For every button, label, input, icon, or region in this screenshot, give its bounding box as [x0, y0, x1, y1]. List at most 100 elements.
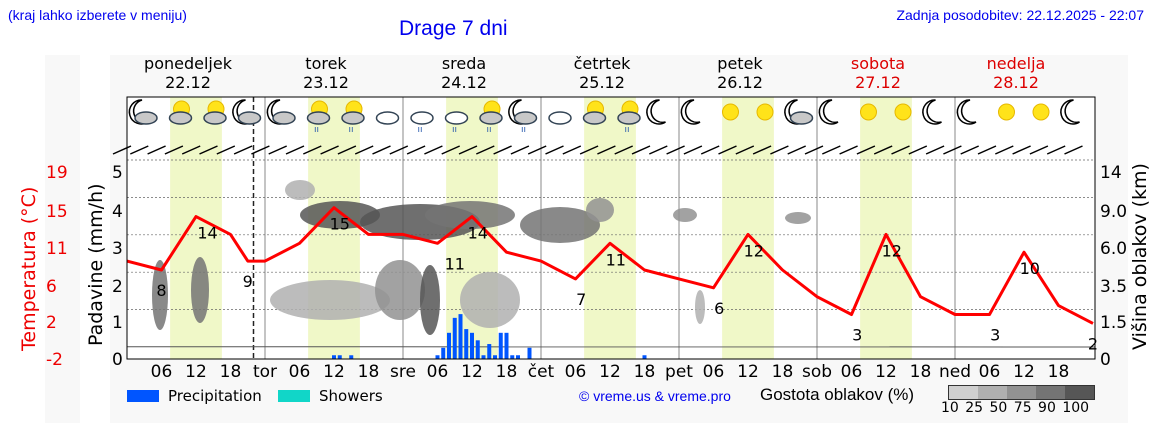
wind-barb-icon: [631, 145, 651, 155]
wind-barb-icon: [666, 145, 685, 155]
x-tick: 12: [323, 362, 345, 382]
showers-legend-label: Showers: [319, 387, 383, 405]
x-tick: 06: [565, 362, 587, 382]
precip-tick: 3: [112, 239, 123, 259]
wind-barb-icon: [700, 145, 720, 155]
wind-barb-icon: [527, 145, 547, 155]
cloud-icon: [513, 111, 538, 125]
wind-barb-icon: [147, 145, 166, 155]
wind-barb-icon: [770, 145, 789, 155]
legend-precipitation: Precipitation: [127, 387, 262, 405]
x-tick: 12: [875, 362, 897, 382]
copyright-link[interactable]: © vreme.us & vreme.pro: [579, 388, 731, 404]
temp-value-label: 7: [576, 290, 586, 309]
cloud-density-area: [285, 180, 315, 200]
temp-axis-panel: [45, 55, 80, 423]
x-tick: 18: [496, 362, 518, 382]
wind-barb-icon: [579, 145, 599, 155]
moon-icon: [646, 99, 666, 125]
x-tick: sre: [390, 362, 416, 382]
x-tick: 18: [772, 362, 794, 382]
wind-barb-icon: [597, 145, 616, 155]
wind-barb-icon: [354, 145, 374, 155]
last-updated: Zadnja posodobitev: 22.12.2025 - 22:07: [896, 7, 1144, 23]
precip-bar: [504, 332, 509, 359]
wind-barb-icon: [873, 145, 893, 155]
x-tick: 12: [1013, 362, 1035, 382]
temp-axis-title: Temperatura (°C): [18, 187, 40, 352]
day-name: petek: [717, 54, 763, 73]
day-date: 26.12: [717, 73, 763, 92]
temp-tick: 11: [46, 239, 68, 259]
x-tick: 12: [185, 362, 207, 382]
x-tick: čet: [528, 362, 555, 382]
precip-bar: [481, 355, 486, 359]
precip-bar: [527, 347, 532, 359]
precip-bar: [452, 317, 457, 359]
temp-tick: -2: [46, 350, 63, 370]
wind-barb-icon: [1029, 145, 1049, 155]
wind-barb-icon: [372, 145, 391, 155]
wind-barb-icon: [337, 145, 357, 155]
wind-barb-icon: [614, 145, 634, 155]
cloud-icon: [444, 111, 469, 125]
rain-icon: ıı: [348, 125, 353, 135]
cloud-icon: [617, 111, 641, 125]
wind-barb-icon: [925, 145, 945, 155]
x-tick: 06: [151, 362, 173, 382]
wind-barb-icon: [164, 145, 184, 155]
cloud-icon: [237, 111, 262, 125]
precip-bar: [458, 314, 463, 359]
x-tick: tor: [253, 362, 277, 382]
wind-barb-icon: [424, 145, 443, 155]
wind-barb-icon: [839, 145, 858, 155]
x-tick: 18: [910, 362, 932, 382]
cloud-icon: [410, 111, 434, 125]
cloud-height-axis-title: Višina oblakov (km): [1129, 163, 1151, 350]
cloud-icon: [341, 111, 365, 125]
cloud-icon: [203, 111, 227, 125]
temp-value-label: 2: [1088, 334, 1098, 353]
cloud-density-area: [460, 272, 520, 328]
wind-barb-icon: [458, 145, 478, 155]
precip-bar: [441, 347, 446, 359]
day-name: torek: [305, 54, 347, 73]
temp-value-label: 12: [882, 241, 902, 260]
precip-tick: 4: [112, 202, 123, 222]
cloud-density-area: [673, 208, 697, 222]
x-tick: 12: [599, 362, 621, 382]
sun-icon: [860, 103, 877, 121]
cloud-density-area: [785, 212, 811, 224]
day-date: 23.12: [303, 73, 349, 92]
cloud-density-area: [420, 265, 440, 335]
rain-icon: ıı: [521, 125, 526, 135]
wind-barb-icon: [994, 145, 1014, 155]
day-name: nedelja: [987, 54, 1046, 73]
wind-barb-icon: [735, 145, 755, 155]
wind-barb-icon: [510, 145, 530, 155]
temp-value-label: 9: [243, 272, 253, 291]
precip-bar: [493, 355, 497, 359]
region-note[interactable]: (kraj lahko izberete v meniju): [8, 7, 187, 23]
cloud-icon: [479, 111, 503, 125]
temp-value-label: 14: [197, 224, 217, 243]
precip-bar: [470, 332, 474, 359]
sun-icon: [722, 103, 739, 121]
x-tick: 18: [634, 362, 656, 382]
day-date: 25.12: [579, 73, 625, 92]
wind-barb-icon: [251, 145, 270, 155]
precip-tick: 5: [112, 163, 123, 183]
wind-barb-icon: [389, 145, 409, 155]
rain-icon: ıı: [314, 125, 319, 135]
x-tick: 18: [358, 362, 380, 382]
day-name: četrtek: [574, 54, 632, 73]
x-tick: 18: [1048, 362, 1070, 382]
wind-barb-icon: [787, 145, 807, 155]
cloud-icon: [548, 111, 572, 125]
cloud-icon: [306, 111, 331, 125]
temp-tick: 15: [46, 202, 68, 222]
wind-barb-icon: [320, 145, 339, 155]
x-tick: 06: [979, 362, 1001, 382]
wind-barb-icon: [1046, 145, 1066, 155]
